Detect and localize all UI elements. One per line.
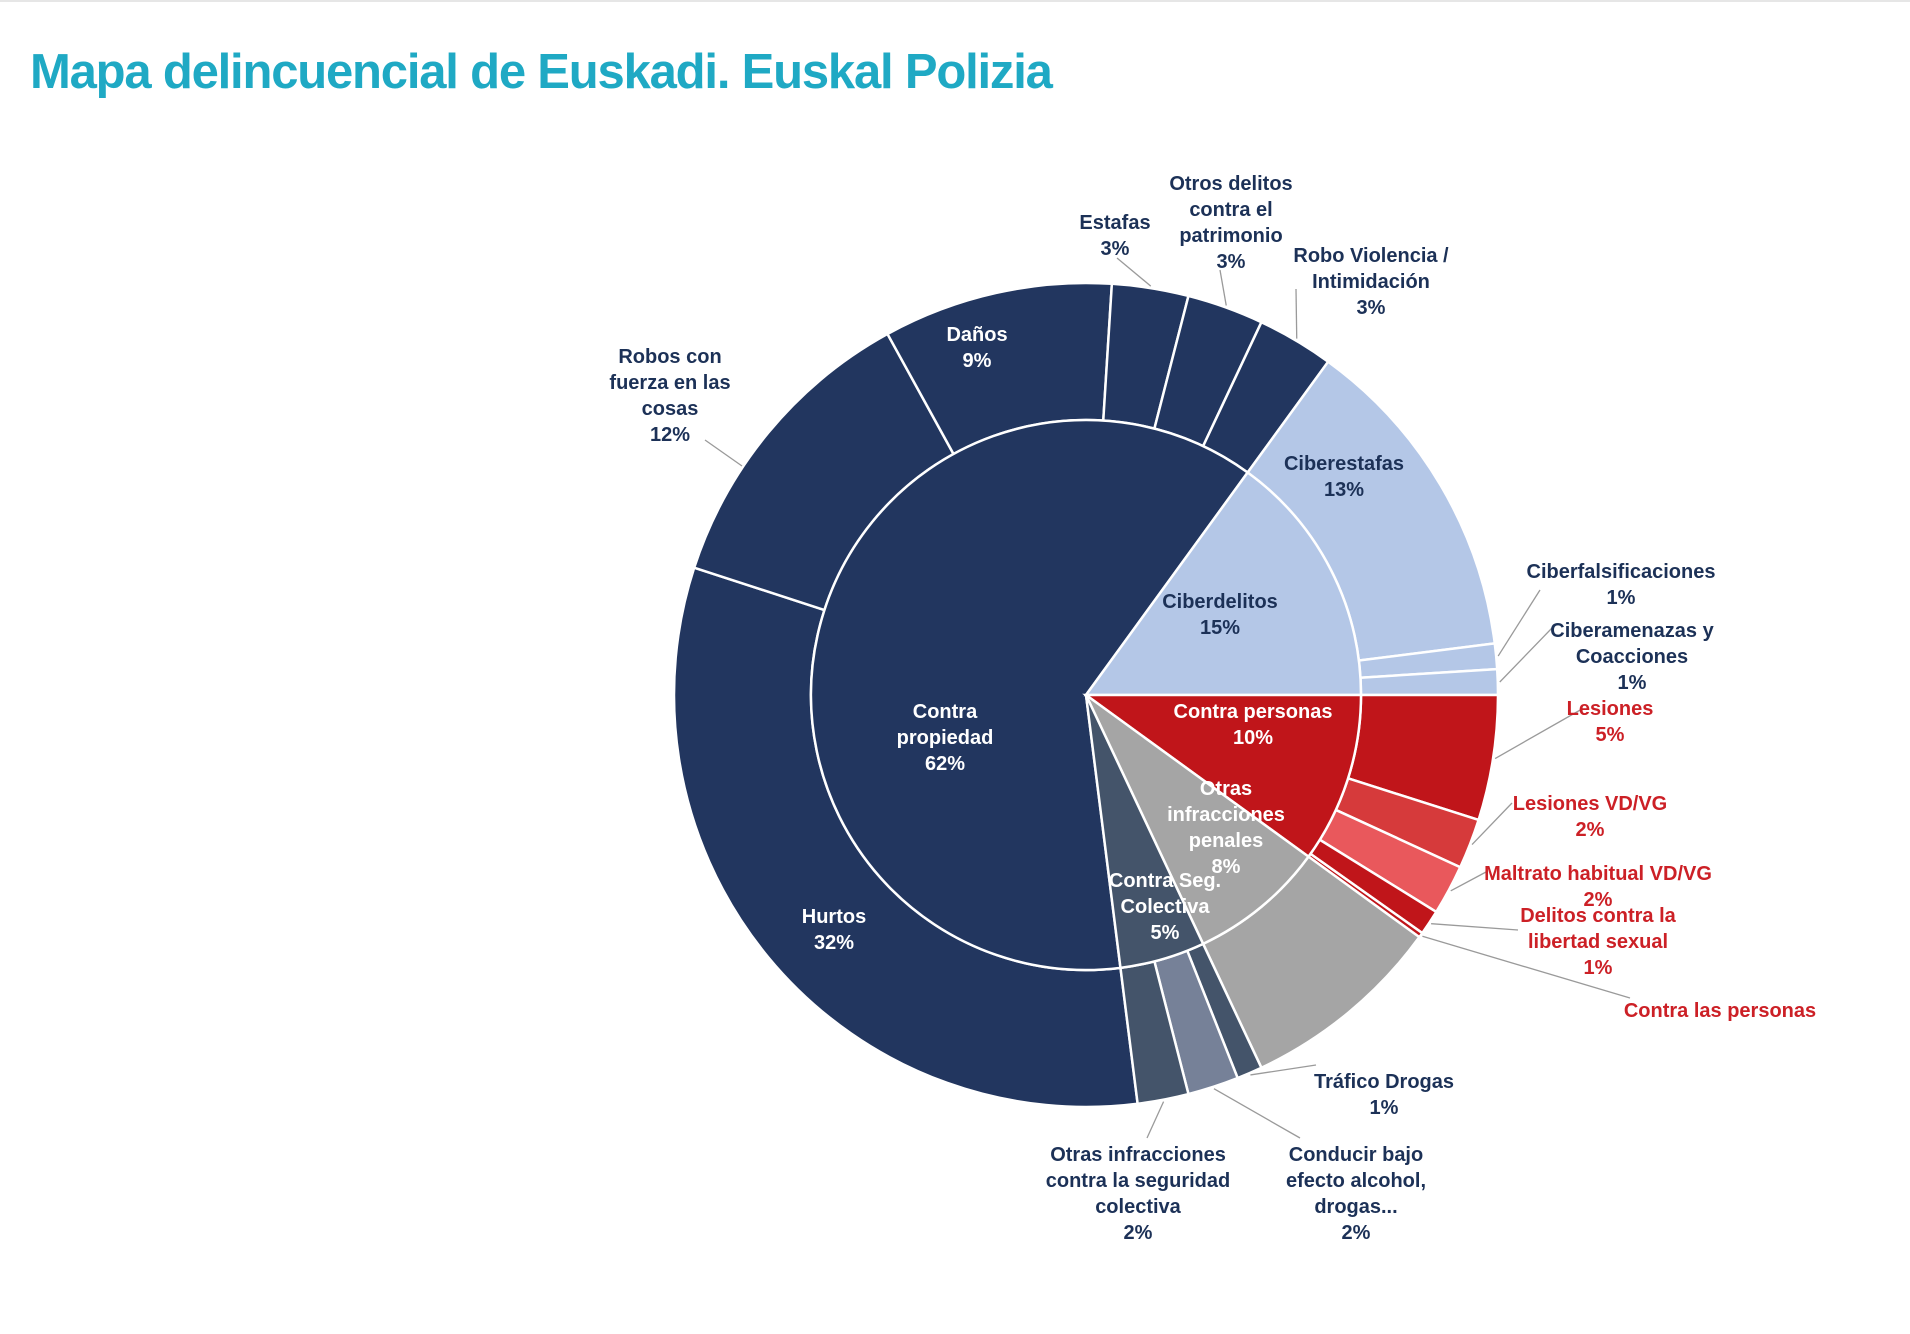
inner-ring xyxy=(809,418,1363,972)
data-labels: Contra propiedad 62% Ciberdelitos 15% Contra … xyxy=(609,173,1816,1244)
label-outer-conducir-bajo-efecto-alcohol-drogas: Conducir bajo efecto alcohol, drogas... 2% xyxy=(1286,1144,1426,1244)
leader-line-lesiones-vd-vg xyxy=(1471,802,1513,846)
leader-line-ciberamenazas-y-coacciones xyxy=(1499,627,1553,683)
page-title: Mapa delincuencial de Euskadi. Euskal Po… xyxy=(30,45,1053,99)
top-divider xyxy=(0,0,1910,2)
label-inner-ciberdelitos: Ciberdelitos 15% xyxy=(1162,591,1278,639)
leader-line-otras-infracciones-contra-la-seguridad-colectiva xyxy=(1146,1101,1165,1139)
inner-segment-otras-infracciones-penales xyxy=(1084,693,1311,946)
leader-line-trafico-drogas xyxy=(1250,1064,1317,1076)
label-outer-robo-violencia-intimidacion: Robo Violencia / Intimidación 3% xyxy=(1293,245,1449,319)
leader-line-conducir-bajo-efecto-alcohol-drogas xyxy=(1213,1088,1301,1139)
outer-ring xyxy=(672,281,1500,1109)
label-outer-ciberamenazas-y-coacciones: Ciberamenazas y Coacciones 1% xyxy=(1550,620,1714,694)
leader-line-contra-las-personas xyxy=(1422,935,1631,999)
label-outer-estafas: Estafas 3% xyxy=(1079,212,1150,260)
leader-line-lesiones xyxy=(1494,708,1583,760)
label-outer-robos-con-fuerza-en-las-cosas: Robos con fuerza en las cosas 12% xyxy=(609,346,730,446)
label-outer-lesiones: Lesiones 5% xyxy=(1567,698,1654,746)
label-inner-contra-seg-colectiva: Contra Seg. Colectiva 5% xyxy=(1109,870,1221,944)
leader-line-estafas xyxy=(1116,257,1152,287)
label-outer-delitos-contra-la-libertad-sexual: Delitos contra la libertad sexual 1% xyxy=(1520,905,1676,979)
label-outer-trafico-drogas: Tráfico Drogas 1% xyxy=(1314,1071,1454,1119)
label-outer-maltrato-habitual-vd-vg: Maltrato habitual VD/VG 2% xyxy=(1484,863,1712,911)
label-outer-otros-delitos-contra-el-patrimonio: Otros delitos contra el patrimonio 3% xyxy=(1169,173,1292,273)
label-outer-ciberestafas: Ciberestafas 13% xyxy=(1284,453,1404,501)
inner-segment-contra-seg-colectiva xyxy=(1084,694,1205,970)
label-outer-ciberfalsificaciones: Ciberfalsificaciones 1% xyxy=(1527,561,1716,609)
leader-line-ciberfalsificaciones xyxy=(1497,589,1541,657)
leader-line-delitos-contra-la-libertad-sexual xyxy=(1431,923,1519,931)
leader-line-robo-violencia-intimidacion xyxy=(1295,288,1298,339)
inner-segment-ciberdelitos xyxy=(1083,470,1363,697)
leader-line-otros-delitos-contra-el-patrimonio xyxy=(1219,269,1227,306)
leader-line-robos-con-fuerza-en-las-cosas xyxy=(704,439,743,467)
leader-line-maltrato-habitual-vd-vg xyxy=(1450,871,1487,892)
label-outer-lesiones-vd-vg: Lesiones VD/VG 2% xyxy=(1513,793,1668,841)
label-outer-otras-infracciones-contra-la-seguridad-colectiva: Otras infracciones contra la seguridad col… xyxy=(1046,1144,1231,1244)
label-outer-contra-las-personas: Contra las personas xyxy=(1624,1000,1816,1022)
label-inner-contra-propiedad: Contra propiedad 62% xyxy=(897,701,994,775)
label-outer-hurtos: Hurtos 32% xyxy=(802,906,866,954)
inner-segment-contra-propiedad xyxy=(809,418,1250,972)
label-inner-otras-infracciones-penales: Otras infracciones penales 8% xyxy=(1167,778,1285,878)
label-inner-contra-personas: Contra personas 10% xyxy=(1174,701,1333,749)
label-outer-danos: Daños 9% xyxy=(946,324,1007,372)
inner-segment-contra-personas xyxy=(1082,693,1363,859)
leader-lines xyxy=(704,257,1631,1139)
